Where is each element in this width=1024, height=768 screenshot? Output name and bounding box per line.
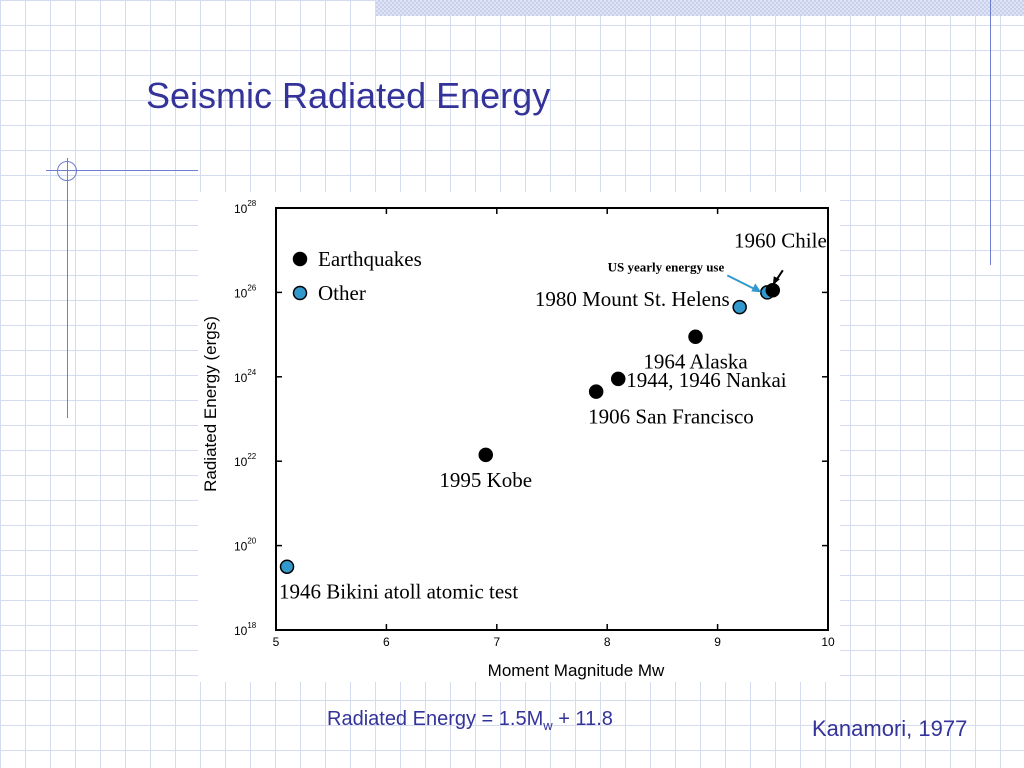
y-tick-base: 10 [234, 286, 248, 300]
plot-frame [275, 207, 829, 631]
figure-background [198, 192, 840, 682]
us-energy-arrowhead [751, 283, 762, 293]
y-tick-base: 10 [234, 540, 248, 554]
data-point [765, 283, 781, 298]
point-label: 1964 Alaska [643, 350, 748, 374]
y-tick-base: 10 [234, 202, 248, 216]
point-label: 1995 Kobe [439, 468, 532, 492]
energy-magnitude-chart: Radiated Energy (ergs) Moment Magnitude … [201, 199, 835, 680]
y-tick-label: 1018 [234, 621, 257, 638]
legend-marker-earthquake [292, 251, 308, 267]
y-tick-base: 10 [234, 455, 248, 469]
y-axis-label: Radiated Energy (ergs) [201, 316, 220, 492]
x-tick-label: 9 [714, 635, 721, 649]
point-label: 1944, 1946 Nankai [626, 368, 787, 392]
point-label: 1906 San Francisco [588, 405, 754, 429]
point-label: US yearly energy use [608, 259, 725, 274]
y-tick-exponent: 28 [247, 199, 256, 208]
formula-prefix: Radiated Energy = 1.5M [327, 708, 544, 730]
point-label: 1980 Mount St. Helens [535, 287, 730, 311]
slide-title: Seismic Radiated Energy [146, 75, 551, 116]
legend-marker-other [292, 285, 308, 301]
y-tick-exponent: 26 [247, 283, 256, 292]
y-tick-exponent: 22 [247, 452, 256, 461]
legend-label-earthquake: Earthquakes [318, 247, 422, 271]
y-tick-exponent: 20 [247, 537, 256, 546]
data-point [732, 299, 747, 315]
y-tick-exponent: 24 [247, 368, 256, 377]
data-point [588, 384, 604, 399]
energy-formula: Radiated Energy = 1.5Mw + 11.8 [327, 708, 613, 733]
data-point [610, 371, 626, 387]
decorative-vertical-line [67, 158, 68, 418]
formula-subscript: w [543, 718, 553, 733]
y-tick-label: 1020 [234, 537, 257, 554]
y-tick-base: 10 [234, 624, 248, 638]
citation: Kanamori, 1977 [812, 716, 968, 741]
y-tick-label: 1022 [234, 452, 257, 469]
chile-arrowhead [772, 276, 780, 286]
y-tick-label: 1028 [234, 199, 257, 216]
decorative-right-vertical-line [990, 0, 991, 265]
us-energy-arrow [726, 274, 756, 291]
x-tick-label: 5 [273, 635, 280, 649]
y-tick-base: 10 [234, 371, 248, 385]
x-tick-label: 10 [821, 635, 835, 649]
decorative-circle-icon [57, 161, 77, 181]
y-tick-label: 1026 [234, 283, 257, 300]
legend-label-other: Other [318, 281, 366, 305]
y-tick-label: 1024 [234, 368, 257, 385]
x-tick-label: 7 [493, 635, 500, 649]
x-tick-label: 6 [383, 635, 390, 649]
data-point [688, 329, 703, 344]
point-label: 1960 Chile [734, 228, 827, 252]
x-axis-label: Moment Magnitude Mw [488, 661, 665, 680]
y-tick-exponent: 18 [247, 621, 256, 630]
formula-suffix: + 11.8 [552, 708, 613, 730]
data-point [279, 559, 295, 574]
x-tick-label: 8 [604, 635, 611, 649]
top-decorative-band [376, 0, 1024, 16]
data-point [478, 447, 494, 463]
decorative-horizontal-line [46, 170, 198, 171]
point-label: 1946 Bikini atoll atomic test [279, 580, 518, 604]
